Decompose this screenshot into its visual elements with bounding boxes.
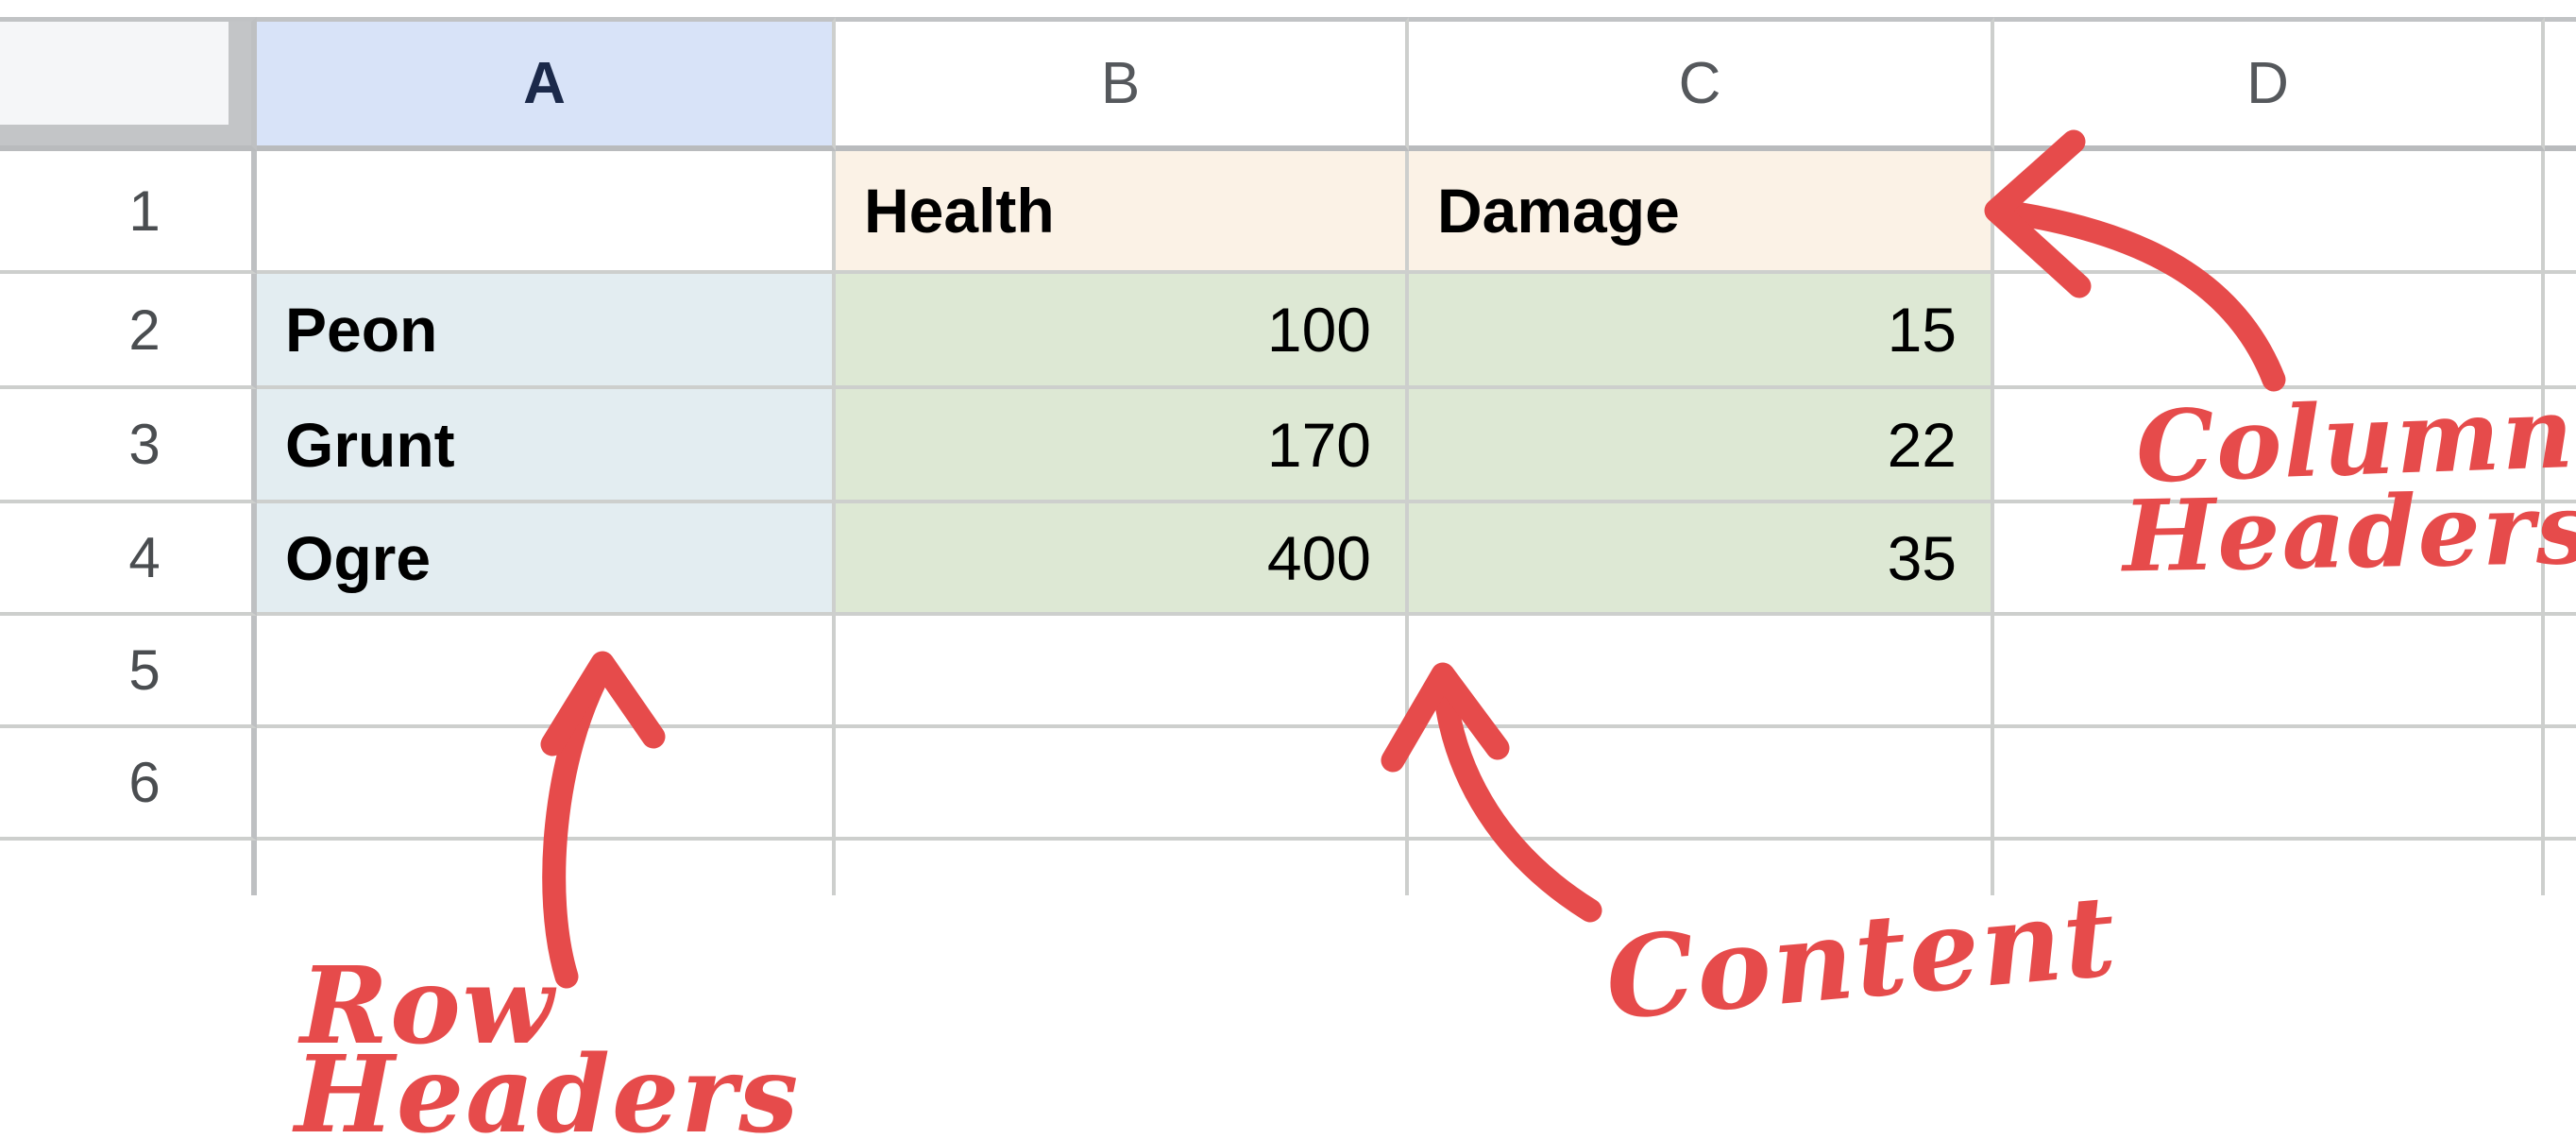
cell-E6-partial[interactable] <box>2545 728 2576 841</box>
cell-E7-partial[interactable] <box>2545 841 2576 895</box>
column-header-b[interactable]: B <box>836 17 1409 151</box>
row-header-1[interactable]: 1 <box>0 151 257 274</box>
annotation-content-label: Content <box>1600 869 2123 1046</box>
cell-C1[interactable]: Damage <box>1409 151 1994 274</box>
select-all-corner[interactable] <box>0 17 257 151</box>
cell-C4[interactable]: 35 <box>1409 503 1994 616</box>
cell-C6[interactable] <box>1409 728 1994 841</box>
cell-D3[interactable] <box>1994 389 2545 503</box>
cell-B5[interactable] <box>836 616 1409 728</box>
cell-A6[interactable] <box>257 728 836 841</box>
cell-E5-partial[interactable] <box>2545 616 2576 728</box>
row-header-6[interactable]: 6 <box>0 728 257 841</box>
row-header-5[interactable]: 5 <box>0 616 257 728</box>
cell-B6[interactable] <box>836 728 1409 841</box>
cell-B1[interactable]: Health <box>836 151 1409 274</box>
cell-B4[interactable]: 400 <box>836 503 1409 616</box>
cell-D5[interactable] <box>1994 616 2545 728</box>
cell-D1[interactable] <box>1994 151 2545 274</box>
column-header-c[interactable]: C <box>1409 17 1994 151</box>
annotation-row-headers-line1: Row <box>300 944 556 1068</box>
cell-A3[interactable]: Grunt <box>257 389 836 503</box>
column-header-d[interactable]: D <box>1994 17 2545 151</box>
row-header-2[interactable]: 2 <box>0 274 257 389</box>
row-header-3[interactable]: 3 <box>0 389 257 503</box>
cell-D2[interactable] <box>1994 274 2545 389</box>
cell-D4[interactable] <box>1994 503 2545 616</box>
select-all-corner-inner <box>0 22 229 125</box>
column-header-a[interactable]: A <box>257 17 836 151</box>
sheet-grid: A B C D 1 Health Damage 2 Peon 100 15 3 … <box>0 17 2576 895</box>
cell-E3-partial[interactable] <box>2545 389 2576 503</box>
cell-D7-partial[interactable] <box>1994 841 2545 895</box>
cell-C2[interactable]: 15 <box>1409 274 1994 389</box>
cell-C5[interactable] <box>1409 616 1994 728</box>
cell-A4[interactable]: Ogre <box>257 503 836 616</box>
cell-A7-partial[interactable] <box>257 841 836 895</box>
cell-C3[interactable]: 22 <box>1409 389 1994 503</box>
cell-A1[interactable] <box>257 151 836 274</box>
cell-B2[interactable]: 100 <box>836 274 1409 389</box>
cell-A2[interactable]: Peon <box>257 274 836 389</box>
cell-D6[interactable] <box>1994 728 2545 841</box>
column-header-e-partial[interactable] <box>2545 17 2576 151</box>
cell-E1-partial[interactable] <box>2545 151 2576 274</box>
cell-E4-partial[interactable] <box>2545 503 2576 616</box>
cell-B7-partial[interactable] <box>836 841 1409 895</box>
row-header-7-partial[interactable] <box>0 841 257 895</box>
cell-A5[interactable] <box>257 616 836 728</box>
cell-C7-partial[interactable] <box>1409 841 1994 895</box>
cell-B3[interactable]: 170 <box>836 389 1409 503</box>
cell-E2-partial[interactable] <box>2545 274 2576 389</box>
annotation-row-headers-line2: Headers <box>295 1033 801 1139</box>
row-header-4[interactable]: 4 <box>0 503 257 616</box>
